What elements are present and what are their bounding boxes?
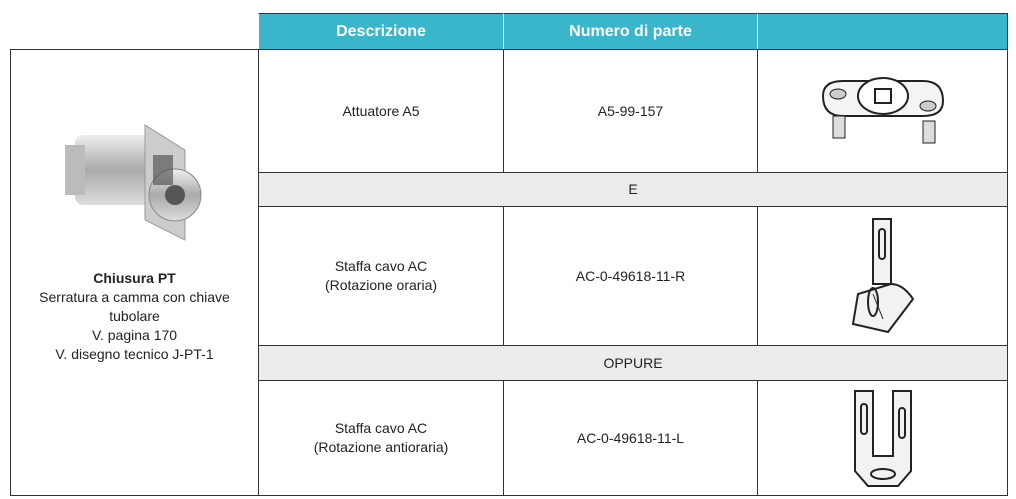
description: (Rotazione antioraria) [313, 439, 449, 455]
part-cell: AC-0-49618-11-R [503, 206, 758, 346]
description: Staffa cavo AC [334, 258, 428, 274]
product-line: V. disegno tecnico J-PT-1 [55, 346, 214, 362]
product-line: Serratura a camma con chiave tubolare [39, 289, 230, 324]
part-number: AC-0-49618-11-L [576, 429, 685, 446]
description: (Rotazione oraria) [324, 277, 438, 293]
product-cell: Chiusura PT Serratura a camma con chiave… [10, 49, 259, 496]
part-number: A5-99-157 [597, 102, 664, 119]
description-cell: Attuatore A5 [258, 49, 504, 173]
header-text: Descrizione [336, 23, 426, 40]
part-number: AC-0-49618-11-R [575, 267, 686, 284]
bracket-image [853, 389, 912, 487]
product-line: V. pagina 170 [91, 327, 178, 343]
header-cell: Descrizione [258, 13, 504, 50]
actuator-image [821, 77, 944, 144]
image-cell [757, 380, 1008, 496]
description: Attuatore A5 [342, 102, 420, 119]
header-text: Numero di parte [569, 23, 692, 40]
separator-row: E [258, 172, 1008, 207]
description-cell: Staffa cavo AC (Rotazione oraria) [258, 206, 504, 346]
description-cell: Staffa cavo AC (Rotazione antioraria) [258, 380, 504, 496]
description: Staffa cavo AC [334, 420, 428, 436]
lock-image [64, 124, 201, 241]
image-cell [757, 206, 1008, 346]
header-cell [757, 13, 1008, 50]
product-name: Chiusura PT [93, 270, 176, 286]
image-cell [757, 49, 1008, 173]
part-cell: AC-0-49618-11-L [503, 380, 758, 496]
part-cell: A5-99-157 [503, 49, 758, 173]
bracket-image [851, 217, 914, 333]
header-cell: Numero di parte [503, 13, 758, 50]
separator-row: OPPURE [258, 345, 1008, 381]
separator: OPPURE [603, 354, 663, 371]
separator: E [628, 181, 638, 197]
